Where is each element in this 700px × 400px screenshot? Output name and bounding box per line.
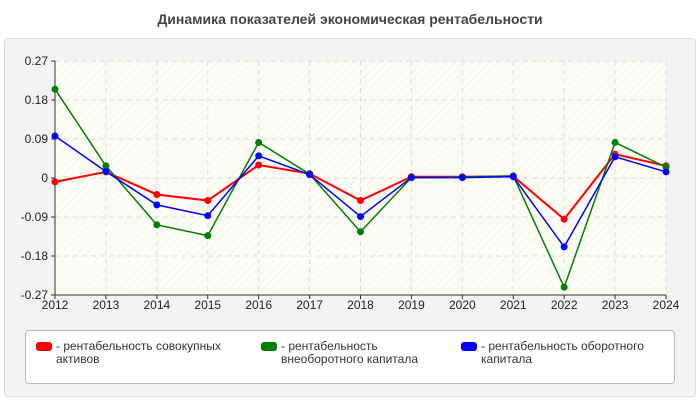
x-tick-label: 2024 bbox=[653, 298, 680, 312]
data-point bbox=[51, 85, 59, 93]
x-tick-label: 2019 bbox=[398, 298, 425, 312]
data-point bbox=[51, 178, 59, 186]
x-tick-label: 2017 bbox=[296, 298, 323, 312]
x-tick-label: 2016 bbox=[245, 298, 272, 312]
x-tick-label: 2013 bbox=[93, 298, 120, 312]
data-point bbox=[509, 173, 517, 181]
data-point bbox=[102, 168, 110, 175]
data-point bbox=[255, 152, 263, 160]
data-point bbox=[255, 138, 263, 146]
legend-label: - рентабельность совокупных активов bbox=[56, 339, 221, 366]
data-point bbox=[458, 174, 466, 182]
y-tick-label: 0 bbox=[41, 171, 48, 185]
data-point bbox=[662, 168, 670, 176]
data-point bbox=[153, 221, 161, 229]
x-tick-label: 2021 bbox=[500, 298, 527, 312]
x-tick-label: 2022 bbox=[551, 298, 578, 312]
y-tick-label: -0.09 bbox=[21, 210, 49, 224]
x-tick-label: 2014 bbox=[143, 298, 170, 312]
data-point bbox=[204, 212, 212, 220]
legend-item-noncurrent: - рентабельность внеоборотного капитала bbox=[261, 340, 451, 366]
data-point bbox=[611, 138, 619, 146]
y-tick-label: 0.09 bbox=[25, 132, 49, 146]
data-point bbox=[153, 190, 161, 198]
data-point bbox=[204, 197, 212, 205]
data-point bbox=[51, 132, 59, 140]
x-tick-label: 2015 bbox=[194, 298, 221, 312]
legend-swatch bbox=[261, 342, 277, 351]
y-tick-label: -0.18 bbox=[21, 249, 49, 263]
legend-label: - рентабельность внеоборотного капитала bbox=[281, 339, 418, 366]
legend-swatch bbox=[461, 342, 477, 351]
data-point bbox=[255, 161, 263, 169]
x-tick-label: 2023 bbox=[602, 298, 629, 312]
legend-item-total-assets: - рентабельность совокупных активов bbox=[36, 340, 236, 366]
data-point bbox=[102, 162, 110, 170]
y-tick-label: 0.27 bbox=[25, 54, 49, 68]
chart-title: Динамика показателей экономическая рента… bbox=[157, 11, 543, 27]
data-point bbox=[407, 174, 415, 182]
data-point bbox=[357, 228, 364, 236]
legend-swatch bbox=[36, 342, 52, 351]
data-point bbox=[611, 153, 619, 161]
data-point bbox=[357, 197, 364, 205]
data-point bbox=[560, 215, 568, 223]
data-point bbox=[306, 171, 314, 179]
y-tick-label: -0.27 bbox=[21, 288, 49, 302]
x-tick-label: 2018 bbox=[347, 298, 374, 312]
data-point bbox=[560, 243, 568, 251]
data-point bbox=[204, 232, 212, 240]
data-point bbox=[357, 213, 364, 221]
legend-label: - рентабельность оборотного капитала bbox=[481, 339, 644, 366]
data-point bbox=[560, 283, 568, 291]
x-tick-label: 2020 bbox=[449, 298, 476, 312]
y-tick-label: 0.18 bbox=[25, 93, 49, 107]
data-point bbox=[153, 201, 161, 209]
legend-item-current: - рентабельность оборотного капитала bbox=[461, 340, 671, 366]
legend: - рентабельность совокупных активов - ре… bbox=[25, 330, 675, 384]
x-tick-label: 2012 bbox=[42, 298, 69, 312]
